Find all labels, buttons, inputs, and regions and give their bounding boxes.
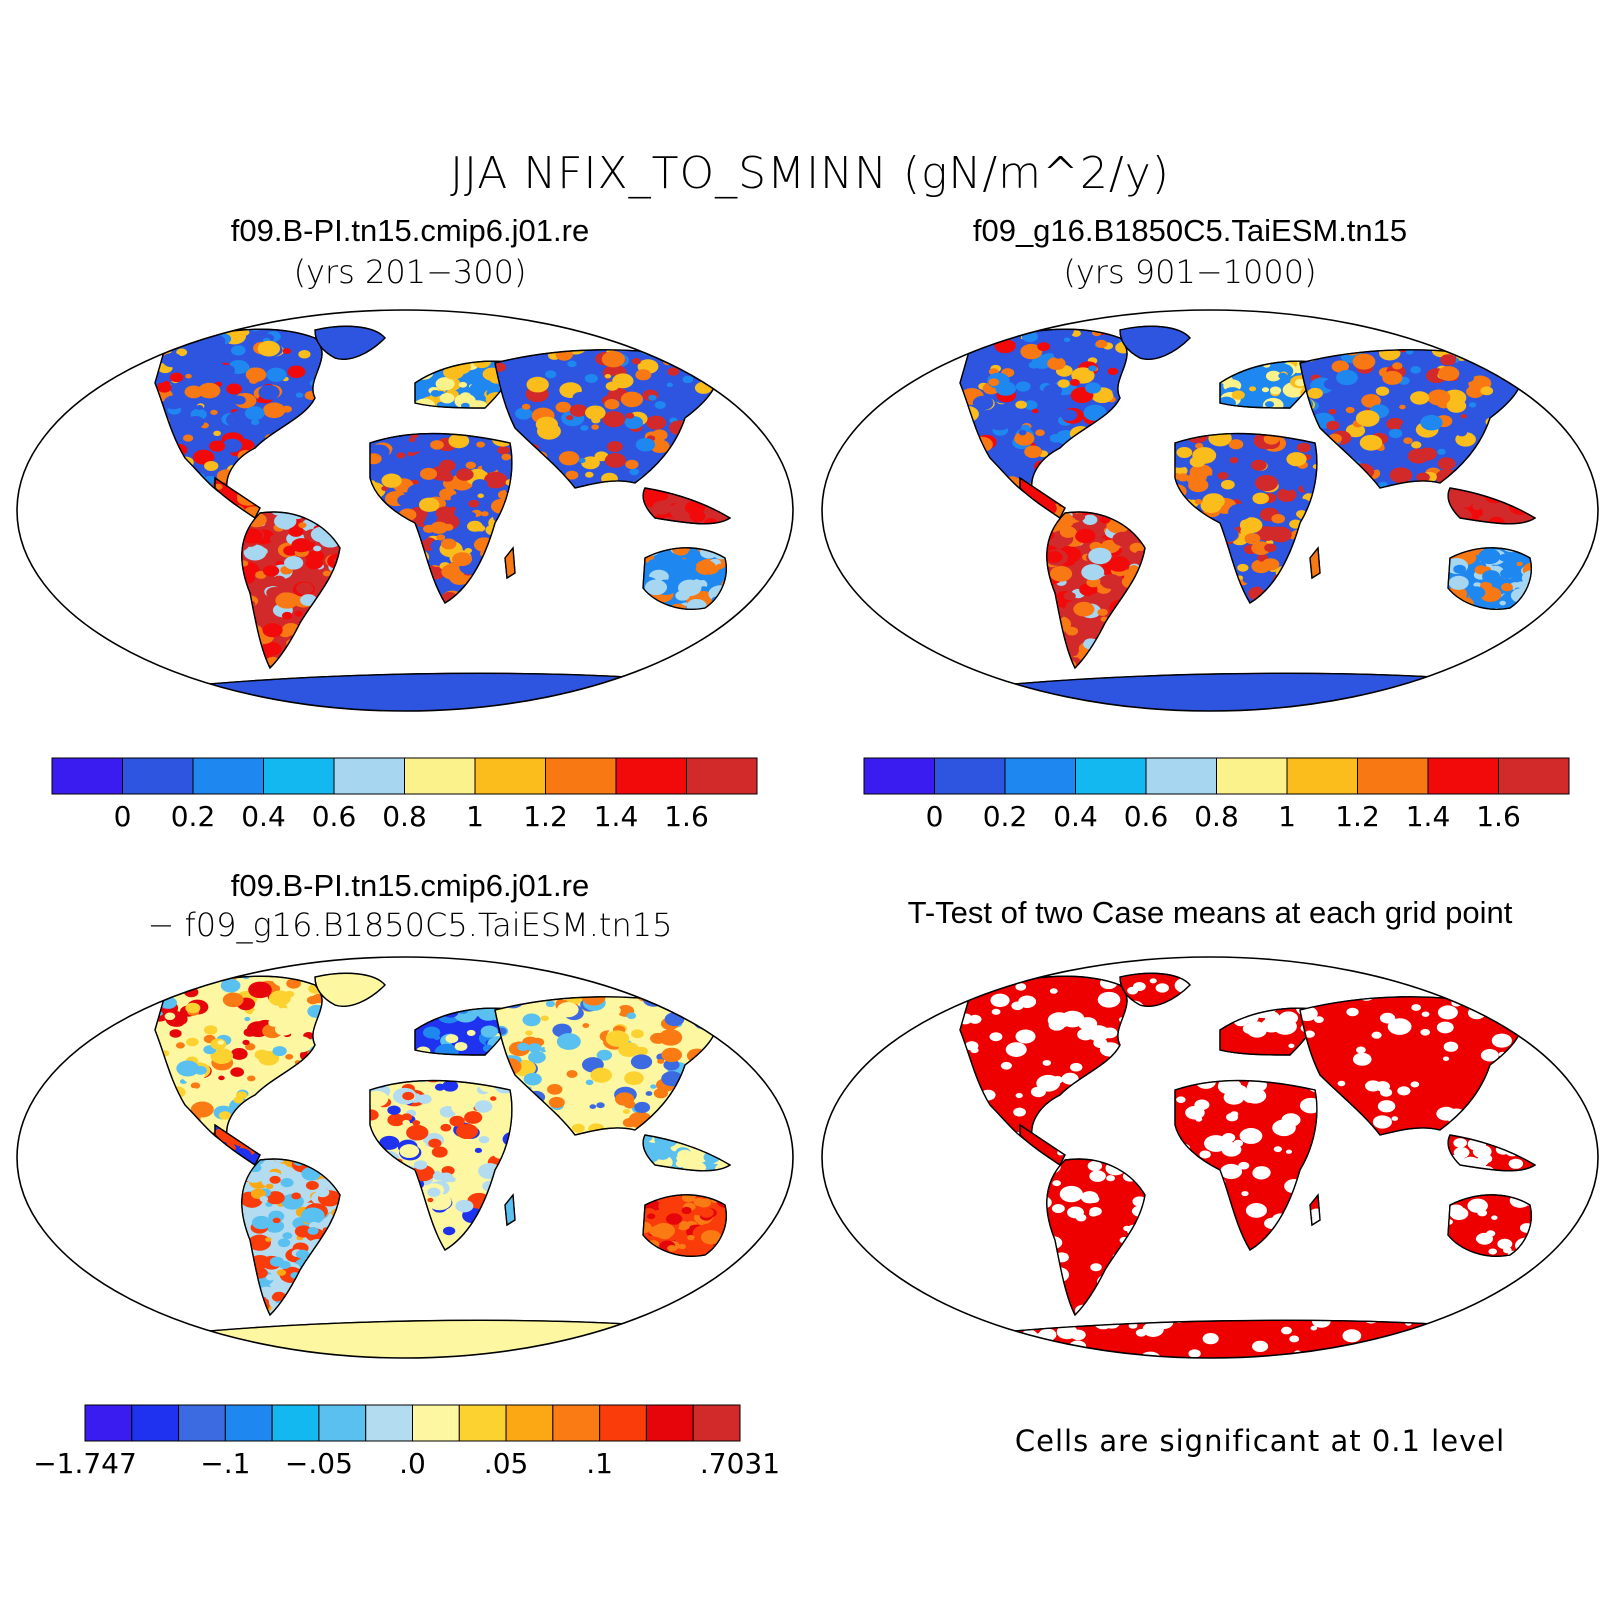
colorbar-label: −1.747 xyxy=(33,1447,137,1480)
colorbar-box xyxy=(178,1404,226,1442)
colorbar-label: 1.2 xyxy=(523,800,568,833)
panel-top-left xyxy=(16,309,794,712)
map-boundary xyxy=(821,309,1599,712)
colorbar-label: 1.4 xyxy=(1406,800,1451,833)
colorbar-box xyxy=(412,1404,460,1442)
colorbar-label: 0.6 xyxy=(312,800,357,833)
main-title: JJA NFIX_TO_SMINN (gN/m^2/y) xyxy=(450,148,1170,199)
colorbar-box xyxy=(122,757,194,795)
land-new-zealand xyxy=(1557,1248,1582,1274)
colorbar-label: 1 xyxy=(1278,800,1296,833)
panel-tl-years: (yrs 201−300) xyxy=(293,253,527,291)
colorbar-top-left: 0 0.2 0.4 0.6 0.8 1 1.2 1.4 1.6 xyxy=(51,757,758,833)
colorbar-box xyxy=(686,757,758,795)
colorbar-box xyxy=(271,1404,320,1442)
colorbar-label: 1.6 xyxy=(1476,800,1521,833)
colorbar-label: 0.4 xyxy=(1053,800,1098,833)
colorbar-box xyxy=(1498,757,1570,795)
panel-bl-minus-case: − f09_g16.B1850C5.TaiESM.tn15 xyxy=(147,906,673,944)
colorbar-box xyxy=(1357,757,1429,795)
colorbar-label: 0 xyxy=(114,800,132,833)
colorbar-box xyxy=(365,1404,414,1442)
panel-tr-years: (yrs 901−1000) xyxy=(1063,253,1317,291)
panel-tl-case-name: f09.B-PI.tn15.cmip6.j01.re xyxy=(230,213,590,248)
colorbar-box xyxy=(692,1404,741,1442)
colorbar-label: 1 xyxy=(466,800,484,833)
colorbar-box xyxy=(645,1404,694,1442)
panel-bottom-left xyxy=(16,956,794,1359)
land-new-zealand xyxy=(1557,601,1582,627)
colorbar-box xyxy=(1427,757,1499,795)
land-new-zealand xyxy=(752,601,777,627)
colorbar-label: 1.4 xyxy=(594,800,639,833)
colorbar-box xyxy=(263,757,335,795)
colorbar-label: 0.6 xyxy=(1124,800,1169,833)
colorbar-label: 1.6 xyxy=(664,800,709,833)
colorbar-label: 0.2 xyxy=(171,800,216,833)
colorbar-box xyxy=(474,757,546,795)
colorbar-label: −.05 xyxy=(285,1447,353,1480)
colorbar-box xyxy=(333,757,405,795)
panel-bottom-right xyxy=(821,956,1599,1359)
colorbar-box xyxy=(458,1404,507,1442)
colorbar-box xyxy=(1216,757,1288,795)
colorbar-box xyxy=(615,757,687,795)
colorbar-label: .1 xyxy=(586,1447,613,1480)
colorbar-box xyxy=(131,1404,180,1442)
panel-tr-case-name: f09_g16.B1850C5.TaiESM.tn15 xyxy=(972,213,1408,248)
colorbar-box xyxy=(934,757,1006,795)
colorbar-label: 0.4 xyxy=(241,800,286,833)
colorbar-label: 0.8 xyxy=(382,800,427,833)
colorbar-label: 1.2 xyxy=(1335,800,1380,833)
colorbar-label: .05 xyxy=(484,1447,529,1480)
colorbar-box xyxy=(599,1404,647,1442)
colorbar-label: .0 xyxy=(399,1447,426,1480)
colorbar-box xyxy=(1145,757,1217,795)
colorbar-label: −.1 xyxy=(200,1447,250,1480)
colorbar-box xyxy=(192,757,264,795)
colorbar-label: 0.8 xyxy=(1194,800,1239,833)
map-boundary xyxy=(16,956,794,1359)
colorbar-box xyxy=(51,757,123,795)
colorbar-box xyxy=(552,1404,601,1442)
significance-note: Cells are significant at 0.1 level xyxy=(1014,1424,1506,1458)
colorbar-box xyxy=(1075,757,1147,795)
colorbar-box xyxy=(224,1404,273,1442)
panel-top-right xyxy=(821,309,1599,712)
colorbar-box xyxy=(84,1404,133,1442)
colorbar-box xyxy=(505,1404,554,1442)
colorbar-box xyxy=(1004,757,1076,795)
colorbar-label: .7031 xyxy=(700,1447,780,1480)
colorbar-box xyxy=(863,757,935,795)
land-new-zealand xyxy=(752,1248,777,1274)
colorbar-bottom-left: −1.747 −.1 −.05 .0 .05 .1 .7031 xyxy=(33,1404,780,1480)
map-boundary xyxy=(821,956,1599,1359)
colorbar-box xyxy=(404,757,476,795)
colorbar-box xyxy=(1286,757,1358,795)
colorbar-top-right: 0 0.2 0.4 0.6 0.8 1 1.2 1.4 1.6 xyxy=(863,757,1570,833)
colorbar-label: 0.2 xyxy=(983,800,1028,833)
panel-bl-case-name: f09.B-PI.tn15.cmip6.j01.re xyxy=(230,868,590,903)
colorbar-label: 0 xyxy=(926,800,944,833)
colorbar-box xyxy=(545,757,617,795)
panel-br-title: T-Test of two Case means at each grid po… xyxy=(907,895,1513,930)
map-boundary xyxy=(16,309,794,712)
colorbar-box xyxy=(318,1404,367,1442)
